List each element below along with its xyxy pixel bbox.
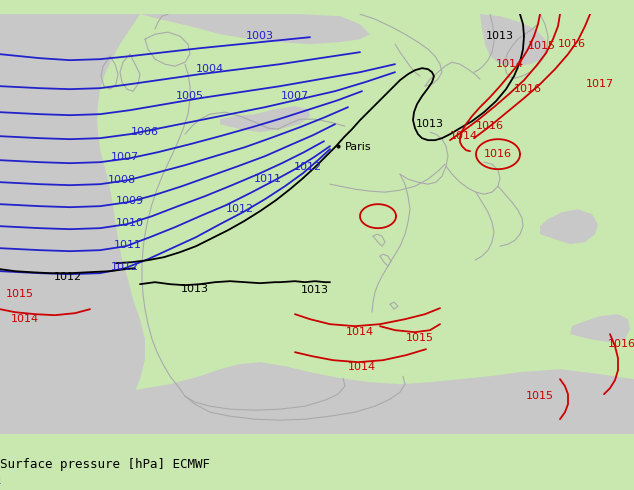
- Text: 1007: 1007: [281, 91, 309, 101]
- Text: 1016: 1016: [484, 149, 512, 159]
- Text: 1013: 1013: [301, 285, 329, 295]
- Text: Mo 13-05-2024 06:00 UTC (12+114): Mo 13-05-2024 06:00 UTC (12+114): [0, 454, 1, 467]
- Text: 1014: 1014: [348, 362, 376, 372]
- Polygon shape: [570, 314, 630, 342]
- Polygon shape: [220, 106, 310, 132]
- Text: 1012: 1012: [226, 204, 254, 214]
- Text: 1012: 1012: [294, 162, 322, 172]
- Polygon shape: [480, 14, 548, 66]
- Text: 1016: 1016: [558, 39, 586, 49]
- Text: 1015: 1015: [6, 289, 34, 299]
- Text: 1003: 1003: [246, 31, 274, 41]
- Text: 1016: 1016: [514, 84, 542, 94]
- Text: Paris: Paris: [345, 142, 372, 152]
- Text: 1011: 1011: [254, 174, 282, 184]
- Text: 1015: 1015: [526, 391, 554, 401]
- Text: 1014: 1014: [450, 131, 478, 141]
- Text: Surface pressure [hPa] ECMWF: Surface pressure [hPa] ECMWF: [0, 458, 210, 471]
- Text: 1006: 1006: [131, 127, 159, 137]
- Text: 1010: 1010: [116, 218, 144, 228]
- Text: 1015: 1015: [528, 41, 556, 51]
- Polygon shape: [0, 14, 145, 434]
- Text: 1013: 1013: [181, 284, 209, 294]
- Text: 1012: 1012: [54, 272, 82, 282]
- Polygon shape: [0, 14, 634, 434]
- Polygon shape: [540, 209, 598, 244]
- Text: 1016: 1016: [476, 121, 504, 131]
- Polygon shape: [0, 14, 370, 44]
- Text: 1012: 1012: [111, 262, 139, 272]
- Text: 1004: 1004: [196, 64, 224, 74]
- Text: 1011: 1011: [114, 240, 142, 250]
- Polygon shape: [0, 362, 634, 434]
- Text: 1014: 1014: [496, 59, 524, 69]
- Text: 1013: 1013: [486, 31, 514, 41]
- Text: 1008: 1008: [108, 175, 136, 185]
- Text: 1017: 1017: [586, 79, 614, 89]
- Text: ©weatheronline.co.uk: ©weatheronline.co.uk: [0, 476, 1, 486]
- Text: 1007: 1007: [111, 152, 139, 162]
- Text: 1014: 1014: [11, 314, 39, 324]
- Text: 1014: 1014: [346, 327, 374, 337]
- Text: 1005: 1005: [176, 91, 204, 101]
- Text: 1016: 1016: [608, 339, 634, 349]
- Text: 1013: 1013: [416, 119, 444, 129]
- Text: 1009: 1009: [116, 196, 144, 206]
- Text: 1015: 1015: [406, 333, 434, 343]
